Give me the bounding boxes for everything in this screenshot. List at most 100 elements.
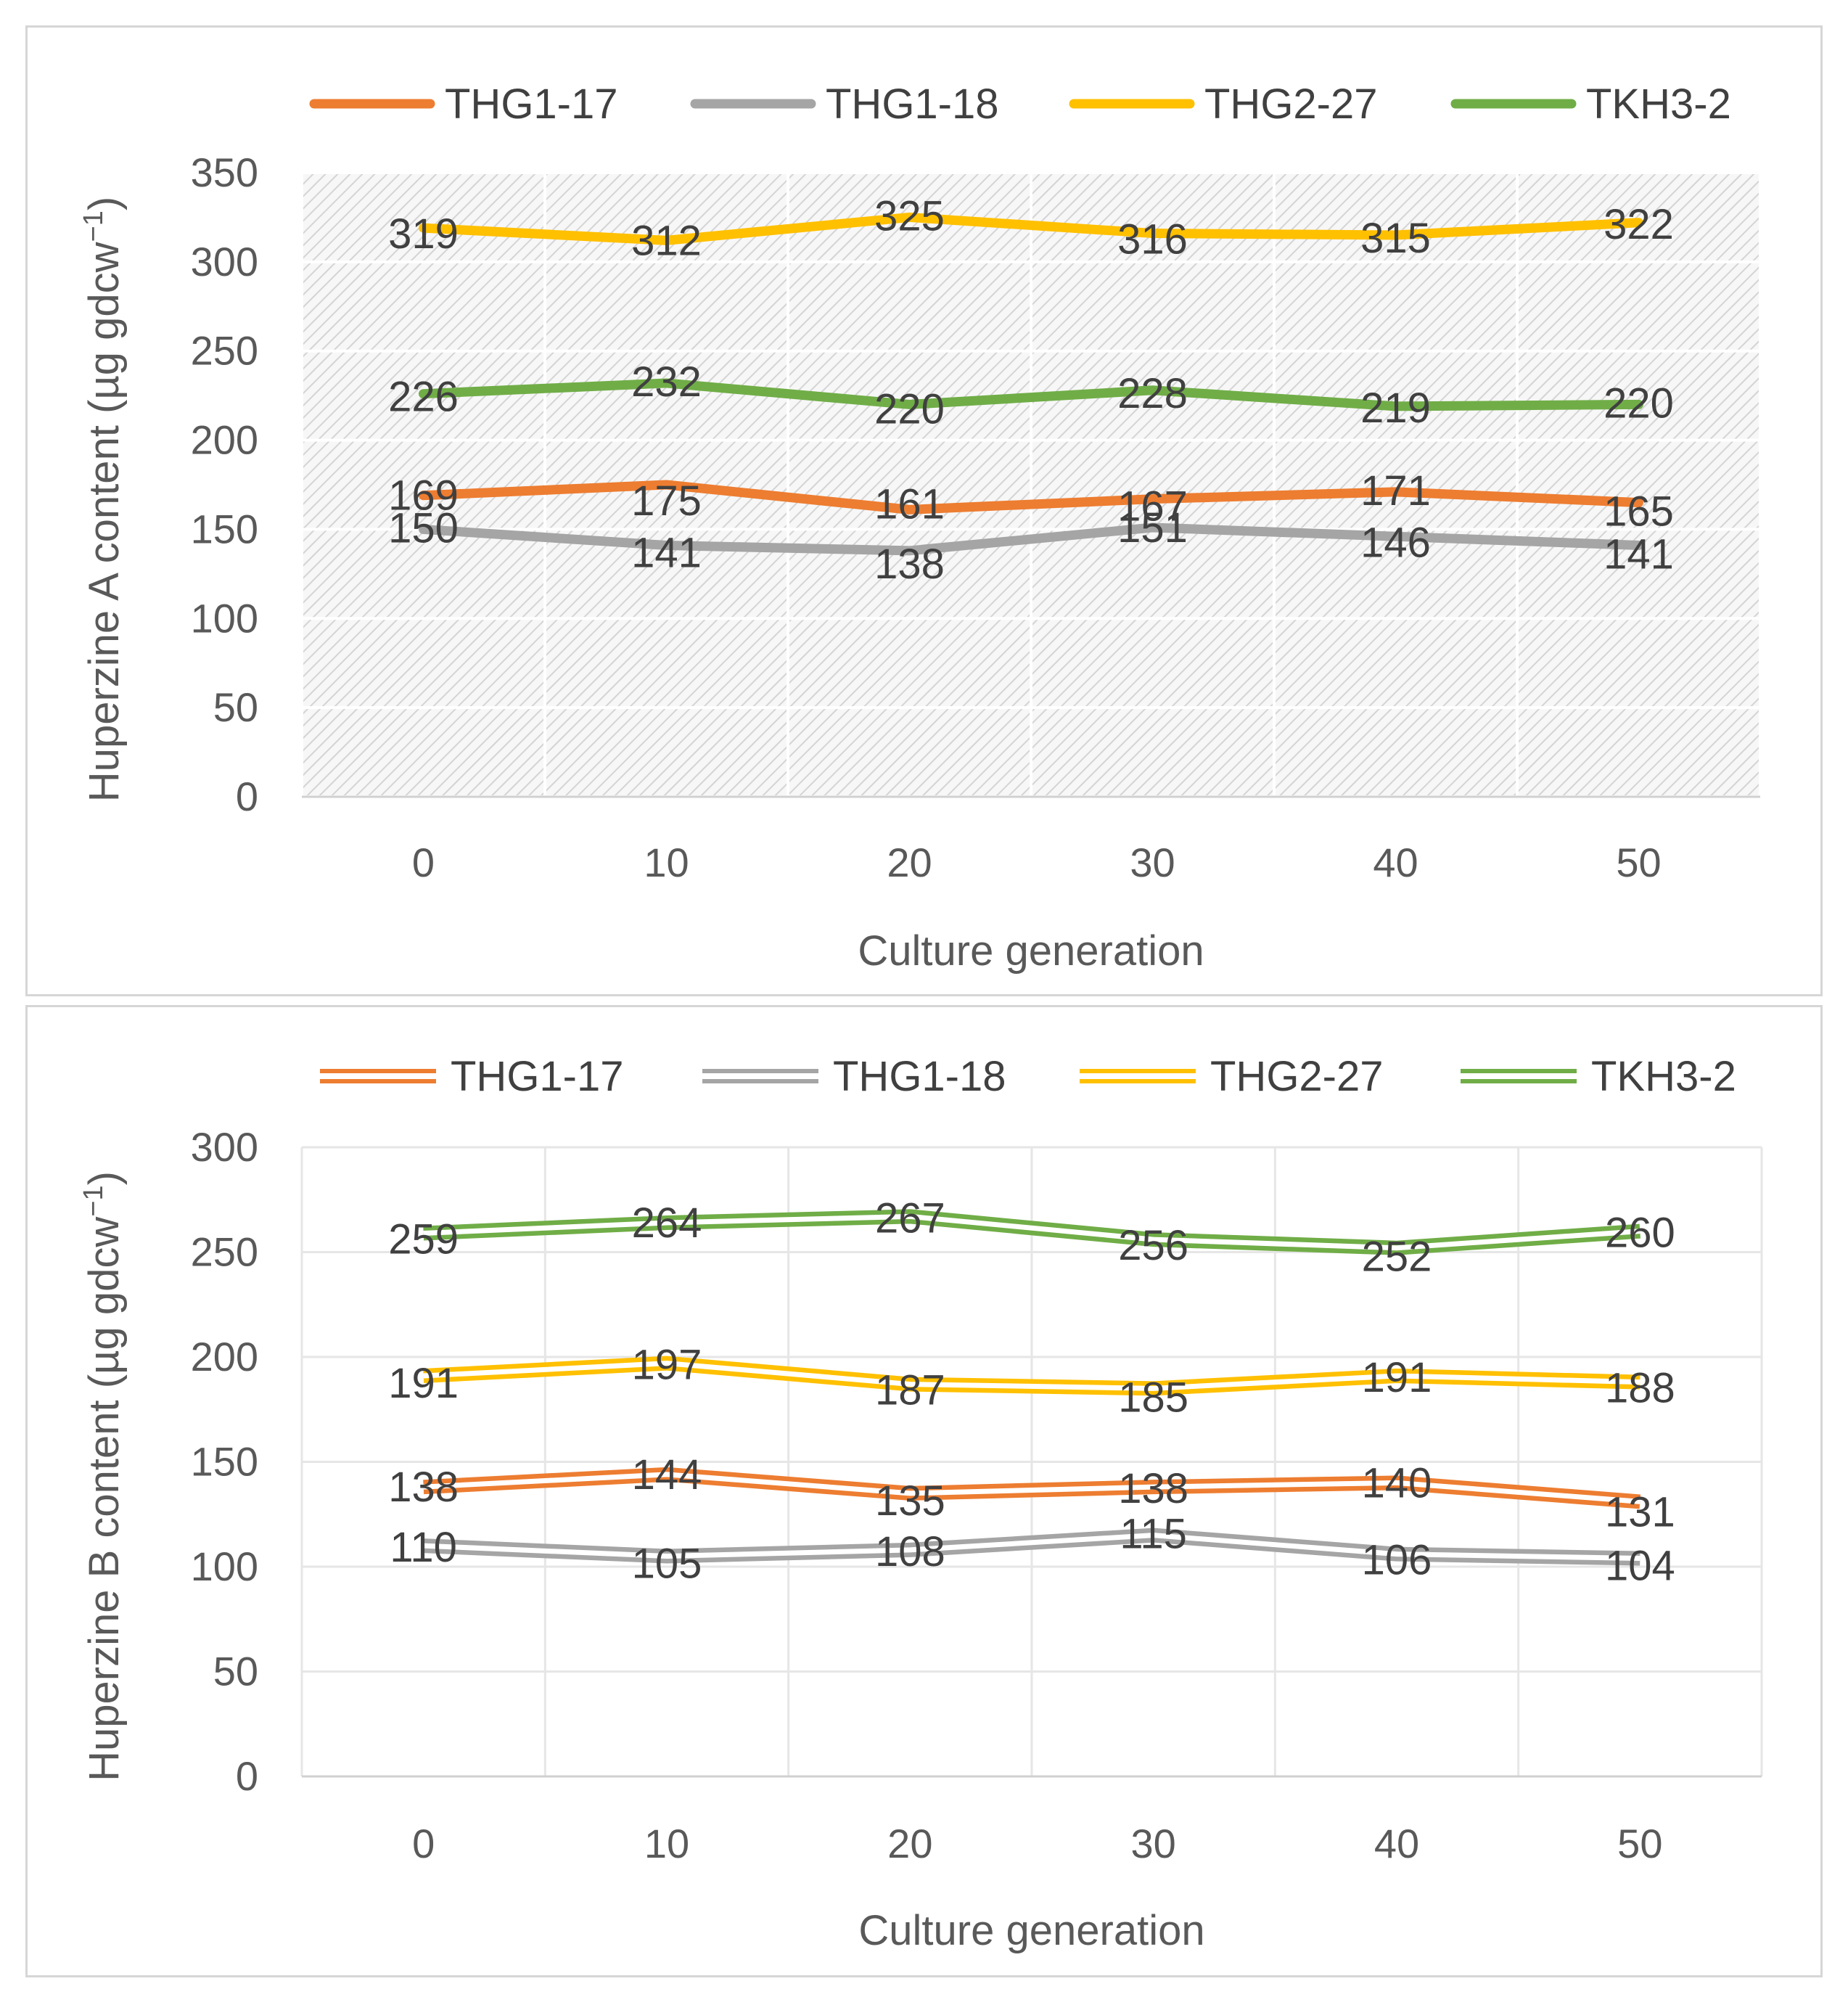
y-tick-label: 100 — [191, 1543, 258, 1589]
legend-item-tkh3-2: TKH3-2 — [1461, 1053, 1736, 1100]
data-label-thg2-27: 325 — [874, 192, 945, 239]
data-label-thg1-18: 106 — [1362, 1537, 1432, 1584]
y-tick-label: 300 — [191, 1124, 258, 1170]
data-label-thg1-18: 104 — [1605, 1542, 1675, 1589]
data-label-thg2-27: 188 — [1605, 1365, 1675, 1412]
chart-huperzine-a: 0 50 100 150 200 250 300 350 0 10 20 30 40 50 Culture … — [78, 81, 1762, 975]
legend-item-thg1-17: THG1-17 — [309, 81, 618, 128]
series-line-inner — [423, 1533, 1640, 1561]
data-label-thg1-17: 138 — [1118, 1465, 1188, 1512]
data-label-thg1-18: 141 — [1603, 531, 1674, 578]
data-label-thg2-27: 315 — [1360, 215, 1431, 262]
data-label-thg1-18: 141 — [631, 530, 702, 577]
data-label-thg2-27: 185 — [1118, 1374, 1188, 1421]
data-label-thg1-17: 144 — [632, 1451, 702, 1498]
legend-label: THG1-17 — [445, 81, 618, 128]
data-label-tkh3-2: 264 — [632, 1200, 702, 1247]
data-label-thg2-27: 316 — [1117, 216, 1188, 263]
data-label-thg1-17: 135 — [875, 1477, 945, 1525]
legend-label: TKH3-2 — [1586, 81, 1731, 128]
data-label-tkh3-2: 267 — [875, 1194, 945, 1242]
data-label-thg1-18: 108 — [875, 1528, 945, 1575]
legend-item-thg1-18: THG1-18 — [702, 1053, 1006, 1100]
series-line-thg1-17 — [419, 480, 1643, 514]
series-line-thg1-17 — [423, 1467, 1641, 1509]
legend-item-thg1-18: THG1-18 — [690, 81, 999, 128]
legend-item-thg2-27: THG2-27 — [1069, 81, 1378, 128]
y-axis-title: Huperzine B content (µg gdcw−1) — [78, 1171, 128, 1781]
data-label-thg1-18: 110 — [390, 1524, 456, 1571]
data-label-thg1-18: 151 — [1117, 504, 1188, 551]
legend-label: THG1-18 — [826, 81, 999, 128]
legend-label: TKH3-2 — [1591, 1053, 1736, 1100]
data-label-tkh3-2: 226 — [388, 374, 459, 421]
y-tick-label: 350 — [191, 149, 258, 195]
data-label-thg2-27: 191 — [1362, 1354, 1432, 1401]
data-label-thg2-27: 322 — [1603, 201, 1674, 248]
x-tick-label: 20 — [887, 840, 932, 885]
x-tick-label: 50 — [1616, 840, 1661, 885]
x-axis-title: Culture generation — [858, 1907, 1204, 1954]
data-label-tkh3-2: 232 — [631, 358, 702, 406]
y-tick-label: 300 — [191, 239, 258, 284]
data-label-thg1-17: 131 — [1605, 1488, 1675, 1535]
x-tick-label: 10 — [644, 840, 689, 885]
y-axis-title: Huperzine A content (µg gdcw−1) — [78, 197, 128, 802]
x-tick-label: 10 — [644, 1821, 689, 1866]
legend-label: THG1-18 — [833, 1053, 1006, 1100]
x-tick-label: 40 — [1374, 1821, 1419, 1866]
legend-label: THG2-27 — [1210, 1053, 1384, 1100]
data-label-thg1-18: 146 — [1360, 519, 1431, 566]
y-tick-label: 200 — [191, 1334, 258, 1379]
y-tick-label: 0 — [236, 1753, 258, 1799]
data-label-thg2-27: 312 — [631, 217, 702, 264]
x-axis-title: Culture generation — [858, 927, 1204, 975]
data-label-tkh3-2: 219 — [1360, 385, 1431, 432]
y-tick-label: 0 — [236, 774, 258, 819]
data-label-thg1-18: 150 — [388, 504, 459, 551]
data-label-thg1-18: 105 — [632, 1541, 702, 1588]
series-line-inner — [423, 1361, 1640, 1391]
series-line-tkh3-2 — [423, 1209, 1641, 1255]
data-label-thg1-17: 138 — [388, 1464, 459, 1511]
legend-item-tkh3-2: TKH3-2 — [1450, 81, 1731, 128]
x-tick-label: 0 — [412, 840, 435, 885]
x-tick-label: 30 — [1130, 840, 1175, 885]
data-label-tkh3-2: 220 — [874, 385, 945, 432]
series-line-thg2-27 — [423, 1356, 1640, 1396]
series-line-tkh3-2 — [419, 378, 1643, 411]
legend-label: THG1-17 — [451, 1053, 624, 1100]
y-tick-label: 200 — [191, 417, 258, 463]
data-label-thg1-17: 140 — [1362, 1459, 1432, 1506]
chart-huperzine-b: 0 50 100 150 200 250 300 0 10 20 30 40 50 Culture gen… — [78, 1053, 1763, 1954]
chart-panel-huperzine-b: 0 50 100 150 200 250 300 0 10 20 30 40 50 Culture gen… — [25, 1005, 1823, 1977]
y-tick-label: 250 — [191, 1229, 258, 1275]
data-label-tkh3-2: 259 — [388, 1215, 459, 1263]
y-tick-label: 150 — [191, 1439, 258, 1485]
data-label-thg1-18: 115 — [1120, 1511, 1186, 1558]
y-tick-label: 150 — [191, 506, 258, 551]
y-tick-label: 250 — [191, 328, 258, 374]
data-label-thg1-17: 175 — [631, 477, 702, 525]
data-label-thg1-17: 161 — [874, 480, 945, 528]
x-tick-label: 50 — [1617, 1821, 1662, 1866]
y-tick-label: 50 — [213, 1649, 258, 1694]
x-tick-label: 20 — [887, 1821, 932, 1866]
data-label-thg1-17: 167 — [1117, 483, 1188, 530]
series-line-thg1-18 — [423, 1528, 1640, 1566]
x-tick-label: 0 — [412, 1821, 435, 1866]
data-label-thg2-27: 191 — [388, 1360, 459, 1407]
y-tick-label: 100 — [191, 595, 258, 641]
data-label-thg2-27: 319 — [388, 210, 459, 258]
series-line-inner — [423, 1472, 1640, 1504]
data-label-thg2-27: 187 — [875, 1367, 945, 1414]
chart-panel-huperzine-a: 0 50 100 150 200 250 300 350 0 10 20 30 40 50 Culture … — [25, 25, 1823, 996]
x-tick-label: 40 — [1373, 840, 1418, 885]
data-label-thg1-17: 165 — [1603, 488, 1674, 536]
series-line-thg2-27 — [419, 212, 1643, 245]
data-label-thg1-17: 171 — [1360, 467, 1431, 514]
data-label-thg1-17: 169 — [388, 472, 459, 520]
data-label-tkh3-2: 228 — [1117, 370, 1188, 417]
data-label-thg1-18: 138 — [874, 541, 945, 588]
data-label-tkh3-2: 252 — [1362, 1234, 1432, 1281]
